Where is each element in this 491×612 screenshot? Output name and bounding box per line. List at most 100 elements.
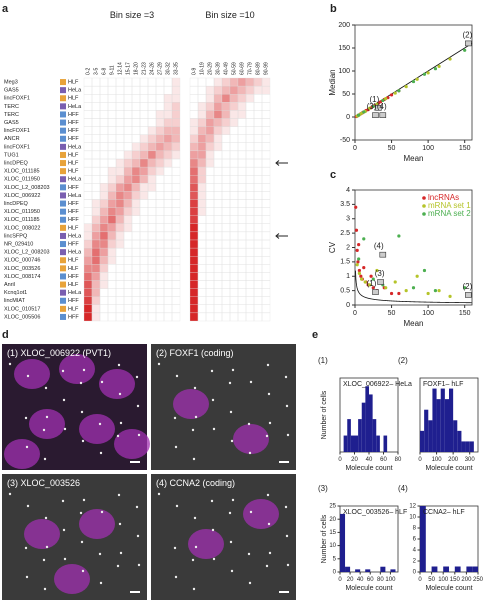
heat-cell xyxy=(107,199,117,208)
heat-cell xyxy=(229,199,239,208)
plot-title: XLOC_006922– HeLa xyxy=(343,381,412,388)
y-axis-label: Number of cells xyxy=(321,514,328,563)
heat-cell xyxy=(155,126,165,135)
point xyxy=(368,106,372,110)
heat-cell xyxy=(171,272,181,281)
heat-cell xyxy=(237,142,247,152)
spot xyxy=(79,381,83,385)
spot xyxy=(229,410,233,414)
heat-cell xyxy=(205,150,215,160)
heat-cell xyxy=(83,247,93,257)
bar xyxy=(347,419,351,452)
heat-cell xyxy=(237,191,247,200)
heat-cell xyxy=(261,126,271,135)
heat-cell xyxy=(83,215,93,224)
x-tick-label: 0 xyxy=(338,457,342,463)
heat-cell xyxy=(261,231,271,241)
heat-cell xyxy=(261,207,271,216)
heat-cell xyxy=(163,215,173,224)
x-tick-label: 200 xyxy=(461,577,472,583)
heat-cell xyxy=(131,77,141,87)
heat-cell xyxy=(189,183,199,192)
heat-cell xyxy=(139,150,149,160)
spot xyxy=(137,433,141,437)
heat-cell xyxy=(139,312,149,322)
x-axis-label: Molecule count xyxy=(345,585,392,592)
heat-cell xyxy=(163,247,173,257)
heat-cell xyxy=(155,94,165,103)
cell-label: HFF xyxy=(68,314,79,320)
heat-cell xyxy=(221,280,231,289)
spot xyxy=(8,492,12,496)
heat-cell xyxy=(253,191,263,200)
heat-cell xyxy=(83,280,93,289)
row-label: lincSFPQ xyxy=(4,233,28,239)
heat-cell xyxy=(147,158,157,168)
spot xyxy=(286,433,290,437)
heat-cell xyxy=(155,183,165,192)
spot xyxy=(284,375,288,379)
heat-cell xyxy=(237,280,247,289)
point xyxy=(433,67,438,71)
row-label: XLOC_010517 xyxy=(4,306,40,312)
spot xyxy=(192,587,196,591)
heat-cell xyxy=(213,239,223,249)
heat-cell xyxy=(245,288,255,297)
heat-cell xyxy=(147,183,157,192)
highlight-box xyxy=(375,105,382,111)
heat-cell xyxy=(115,134,125,143)
heat-cell xyxy=(205,231,215,241)
heat-cell xyxy=(253,110,263,119)
heat-cell xyxy=(115,102,125,111)
spot xyxy=(175,374,179,378)
heat-cell xyxy=(171,77,181,87)
heat-cell xyxy=(163,142,173,152)
spot xyxy=(267,392,271,396)
heat-cell xyxy=(83,288,93,297)
nucleus xyxy=(233,424,269,454)
heat-cell xyxy=(197,150,207,160)
heat-cell xyxy=(147,264,157,273)
heat-cell xyxy=(115,223,125,233)
column-label: 0-2 xyxy=(85,68,91,75)
heat-cell xyxy=(147,296,157,305)
heat-cell xyxy=(99,231,109,241)
x-tick-label: 50 xyxy=(428,577,435,583)
heat-cell xyxy=(205,175,215,184)
heat-cell xyxy=(213,183,223,192)
column-label: 3-5 xyxy=(93,68,99,75)
heat-cell xyxy=(221,118,231,127)
column-label: 15-17 xyxy=(125,62,131,75)
heat-cell xyxy=(139,118,149,127)
heat-cell xyxy=(205,191,215,200)
x-tick-label: 100 xyxy=(438,577,449,583)
row-label: XLOC_005506 xyxy=(4,314,40,320)
heat-cell xyxy=(197,304,207,314)
heat-cell xyxy=(83,207,93,216)
heat-cell xyxy=(123,158,133,168)
heat-cell xyxy=(189,166,199,176)
spot xyxy=(230,569,234,573)
spot xyxy=(98,552,102,556)
heat-cell xyxy=(139,256,149,265)
nucleus xyxy=(24,519,60,549)
heat-cell xyxy=(171,158,181,168)
heat-cell xyxy=(131,215,141,224)
heat-cell xyxy=(139,191,149,200)
heat-cell xyxy=(155,280,165,289)
heat-cell xyxy=(205,183,215,192)
heat-cell xyxy=(171,118,181,127)
heat-cell xyxy=(99,312,109,322)
heat-cell xyxy=(197,247,207,257)
bar xyxy=(444,399,449,452)
spot xyxy=(230,439,234,443)
bar xyxy=(355,569,361,572)
heat-cell xyxy=(189,199,199,208)
heat-cell xyxy=(189,312,199,322)
heat-cell xyxy=(155,110,165,119)
heat-cell xyxy=(237,296,247,305)
heat-cell xyxy=(213,150,223,160)
heat-cell xyxy=(253,77,263,87)
column-label: 12-14 xyxy=(117,62,123,75)
heat-cell xyxy=(155,239,165,249)
